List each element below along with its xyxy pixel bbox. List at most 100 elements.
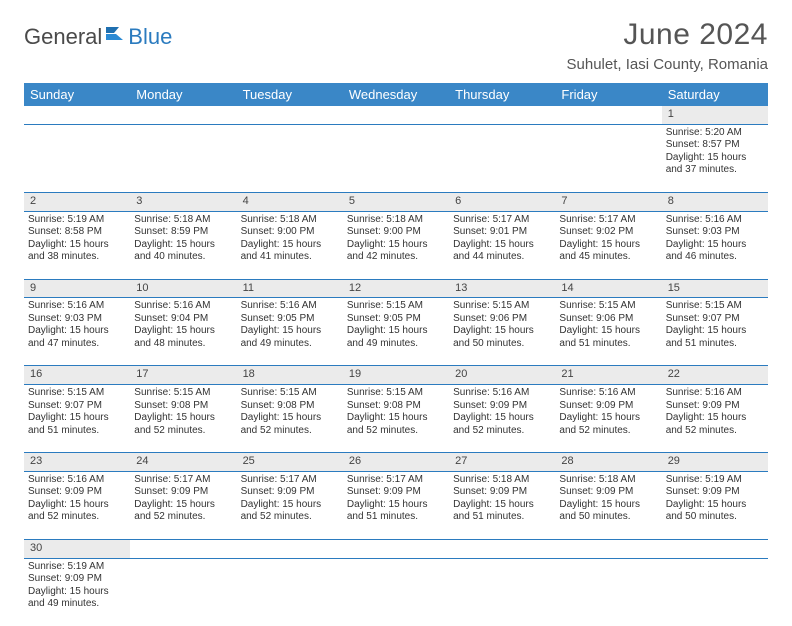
sunset-line: Sunset: 9:07 PM: [28, 400, 126, 413]
sunrise-line: Sunrise: 5:15 AM: [241, 387, 339, 400]
sunrise-line: Sunrise: 5:18 AM: [453, 474, 551, 487]
daylight-line: Daylight: 15 hours and 44 minutes.: [453, 239, 551, 264]
day-number-cell: 7: [555, 192, 661, 211]
sunrise-line: Sunrise: 5:15 AM: [347, 300, 445, 313]
day-number-cell: 2: [24, 192, 130, 211]
daylight-line: Daylight: 15 hours and 51 minutes.: [666, 325, 764, 350]
day-number-row: 23242526272829: [24, 453, 768, 472]
daylight-line: Daylight: 15 hours and 49 minutes.: [347, 325, 445, 350]
day-number-cell: [555, 106, 661, 124]
sunrise-line: Sunrise: 5:19 AM: [28, 561, 126, 574]
daylight-line: Daylight: 15 hours and 52 minutes.: [241, 412, 339, 437]
weekday-header: Saturday: [662, 83, 768, 106]
day-number-cell: [237, 539, 343, 558]
sunset-line: Sunset: 9:00 PM: [241, 226, 339, 239]
sunrise-line: Sunrise: 5:18 AM: [134, 214, 232, 227]
weekday-header-row: SundayMondayTuesdayWednesdayThursdayFrid…: [24, 83, 768, 106]
day-detail-cell: Sunrise: 5:15 AMSunset: 9:07 PMDaylight:…: [662, 298, 768, 366]
title-block: June 2024 Suhulet, Iasi County, Romania: [567, 18, 769, 73]
day-detail-cell: [555, 558, 661, 626]
daylight-line: Daylight: 15 hours and 47 minutes.: [28, 325, 126, 350]
day-detail-cell: Sunrise: 5:16 AMSunset: 9:09 PMDaylight:…: [24, 471, 130, 539]
day-number-cell: [130, 539, 236, 558]
daylight-line: Daylight: 15 hours and 50 minutes.: [666, 499, 764, 524]
sunrise-line: Sunrise: 5:17 AM: [453, 214, 551, 227]
day-number-row: 2345678: [24, 192, 768, 211]
day-detail-cell: Sunrise: 5:16 AMSunset: 9:09 PMDaylight:…: [662, 385, 768, 453]
sunset-line: Sunset: 9:08 PM: [241, 400, 339, 413]
day-number-cell: 21: [555, 366, 661, 385]
sunrise-line: Sunrise: 5:15 AM: [666, 300, 764, 313]
day-detail-cell: Sunrise: 5:15 AMSunset: 9:06 PMDaylight:…: [449, 298, 555, 366]
day-detail-cell: Sunrise: 5:19 AMSunset: 8:58 PMDaylight:…: [24, 211, 130, 279]
day-detail-cell: Sunrise: 5:17 AMSunset: 9:02 PMDaylight:…: [555, 211, 661, 279]
day-detail-cell: Sunrise: 5:17 AMSunset: 9:01 PMDaylight:…: [449, 211, 555, 279]
sunset-line: Sunset: 9:09 PM: [559, 400, 657, 413]
day-number-row: 30: [24, 539, 768, 558]
day-number-cell: 30: [24, 539, 130, 558]
sunset-line: Sunset: 8:58 PM: [28, 226, 126, 239]
sunset-line: Sunset: 9:01 PM: [453, 226, 551, 239]
day-number-cell: 14: [555, 279, 661, 298]
sunset-line: Sunset: 9:09 PM: [453, 486, 551, 499]
day-number-cell: [343, 106, 449, 124]
sunrise-line: Sunrise: 5:16 AM: [666, 387, 764, 400]
week-row: Sunrise: 5:15 AMSunset: 9:07 PMDaylight:…: [24, 385, 768, 453]
week-row: Sunrise: 5:19 AMSunset: 8:58 PM Daylight:…: [24, 211, 768, 279]
sunrise-line: Sunrise: 5:18 AM: [347, 214, 445, 227]
sunrise-line: Sunrise: 5:18 AM: [241, 214, 339, 227]
day-number-cell: [449, 539, 555, 558]
daylight-line: Daylight: 15 hours and 46 minutes.: [666, 239, 764, 264]
sunrise-line: Sunrise: 5:16 AM: [28, 300, 126, 313]
sunset-line: Sunset: 9:03 PM: [28, 313, 126, 326]
daylight-line: Daylight: 15 hours and 52 minutes.: [347, 412, 445, 437]
day-detail-cell: Sunrise: 5:15 AMSunset: 9:05 PMDaylight:…: [343, 298, 449, 366]
day-number-cell: 26: [343, 453, 449, 472]
month-title: June 2024: [567, 18, 769, 52]
day-number-row: 1: [24, 106, 768, 124]
daylight-line: Daylight: 15 hours and 51 minutes.: [453, 499, 551, 524]
calendar-table: SundayMondayTuesdayWednesdayThursdayFrid…: [24, 83, 768, 626]
day-detail-cell: Sunrise: 5:16 AMSunset: 9:03 PMDaylight:…: [24, 298, 130, 366]
sunset-line: Sunset: 9:06 PM: [453, 313, 551, 326]
sunset-line: Sunset: 9:09 PM: [347, 486, 445, 499]
day-number-cell: [662, 539, 768, 558]
day-detail-cell: [237, 558, 343, 626]
weekday-header: Monday: [130, 83, 236, 106]
day-number-cell: 16: [24, 366, 130, 385]
day-detail-cell: [343, 558, 449, 626]
sunrise-line: Sunrise: 5:19 AM: [666, 474, 764, 487]
day-detail-cell: [130, 124, 236, 192]
sunrise-line: Sunrise: 5:19 AM: [28, 214, 126, 227]
sunrise-line: Sunrise: 5:17 AM: [241, 474, 339, 487]
day-number-cell: 17: [130, 366, 236, 385]
daylight-line: Daylight: 15 hours and 52 minutes.: [666, 412, 764, 437]
day-number-cell: [130, 106, 236, 124]
daylight-line: Daylight: 15 hours and 37 minutes.: [666, 152, 764, 177]
sunrise-line: Sunrise: 5:15 AM: [28, 387, 126, 400]
sunset-line: Sunset: 8:57 PM: [666, 139, 764, 152]
day-detail-cell: [449, 558, 555, 626]
day-detail-cell: Sunrise: 5:15 AMSunset: 9:08 PMDaylight:…: [237, 385, 343, 453]
day-number-cell: [237, 106, 343, 124]
day-detail-cell: Sunrise: 5:16 AMSunset: 9:09 PMDaylight:…: [449, 385, 555, 453]
day-number-cell: 29: [662, 453, 768, 472]
sunrise-line: Sunrise: 5:15 AM: [134, 387, 232, 400]
day-number-cell: 3: [130, 192, 236, 211]
daylight-line: Daylight: 15 hours and 41 minutes.: [241, 239, 339, 264]
weekday-header: Thursday: [449, 83, 555, 106]
day-number-cell: 11: [237, 279, 343, 298]
sunset-line: Sunset: 9:07 PM: [666, 313, 764, 326]
day-number-cell: 6: [449, 192, 555, 211]
daylight-line: Daylight: 15 hours and 51 minutes.: [559, 325, 657, 350]
daylight-line: Daylight: 15 hours and 40 minutes.: [134, 239, 232, 264]
sunset-line: Sunset: 9:09 PM: [241, 486, 339, 499]
daylight-line: Daylight: 15 hours and 52 minutes.: [241, 499, 339, 524]
daylight-line: Daylight: 15 hours and 49 minutes.: [28, 586, 126, 611]
day-detail-cell: [24, 124, 130, 192]
day-number-cell: 10: [130, 279, 236, 298]
weekday-header: Sunday: [24, 83, 130, 106]
sunrise-line: Sunrise: 5:16 AM: [666, 214, 764, 227]
sunset-line: Sunset: 9:05 PM: [241, 313, 339, 326]
sunset-line: Sunset: 9:09 PM: [559, 486, 657, 499]
